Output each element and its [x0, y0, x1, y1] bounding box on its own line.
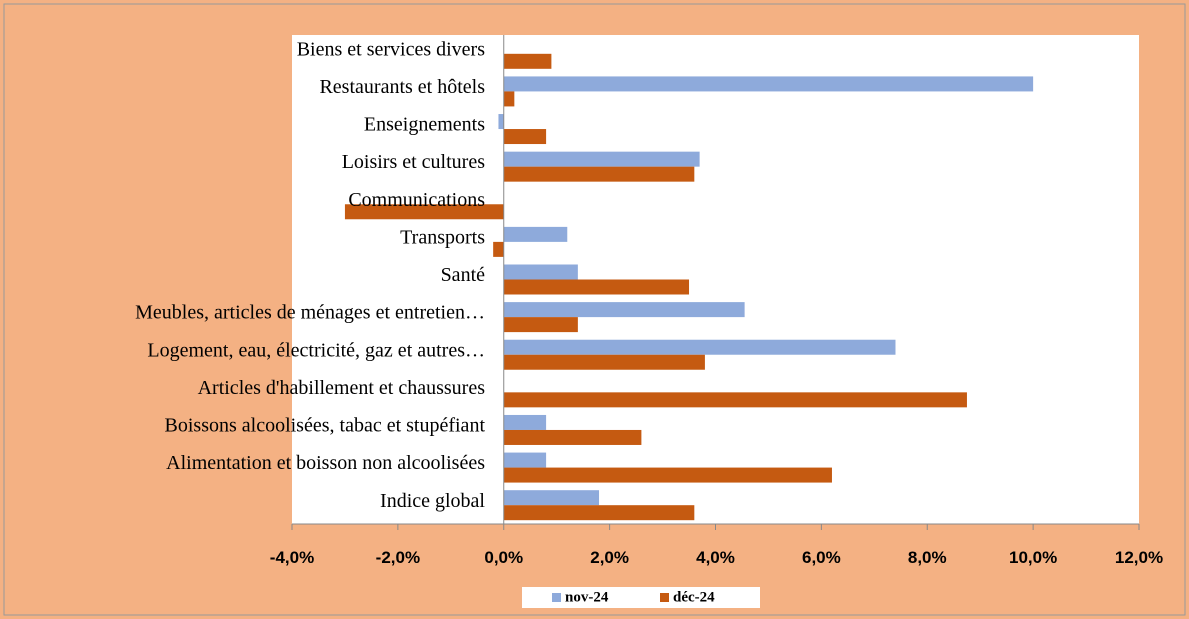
category-label: Biens et services divers	[297, 38, 485, 60]
category-label: Enseignements	[364, 114, 485, 136]
bar	[503, 76, 1034, 92]
bar	[503, 317, 578, 333]
bar	[503, 91, 515, 107]
bar	[503, 279, 690, 295]
bar	[503, 264, 578, 280]
bar	[503, 339, 896, 355]
bar	[503, 490, 600, 506]
bar	[493, 241, 504, 257]
x-tick-label: 0,0%	[484, 548, 523, 567]
x-tick-label: 10,0%	[1009, 548, 1057, 567]
bar	[344, 204, 504, 220]
bar	[503, 226, 568, 242]
bar	[503, 505, 695, 521]
bar	[503, 129, 547, 145]
category-label: Loisirs et cultures	[342, 151, 486, 173]
plot-area	[292, 35, 1139, 524]
legend-label: nov-24	[565, 589, 609, 605]
bar	[503, 53, 552, 69]
x-tick-label: 12,0%	[1115, 548, 1163, 567]
category-label: Meubles, articles de ménages et entretie…	[135, 302, 485, 324]
bar	[503, 429, 642, 445]
category-label: Articles d'habillement et chaussures	[198, 377, 486, 399]
category-label: Logement, eau, électricité, gaz et autre…	[147, 339, 485, 361]
x-tick-label: 6,0%	[802, 548, 841, 567]
legend-label: déc-24	[673, 589, 715, 605]
bar	[498, 114, 504, 130]
bar	[503, 452, 547, 468]
category-label: Alimentation et boisson non alcoolisées	[166, 452, 485, 474]
bar	[503, 354, 705, 370]
category-label: Santé	[441, 264, 486, 286]
x-tick-label: -4,0%	[270, 548, 314, 567]
bar	[503, 392, 967, 408]
category-label: Communications	[348, 189, 485, 211]
category-label: Boissons alcoolisées, tabac et stupéfian…	[165, 415, 486, 437]
legend-swatch	[660, 593, 669, 602]
category-label: Transports	[400, 226, 485, 248]
x-tick-label: 2,0%	[590, 548, 629, 567]
legend	[522, 587, 760, 608]
category-label: Restaurants et hôtels	[319, 76, 485, 98]
bar	[503, 467, 832, 483]
bar	[503, 302, 745, 318]
bar	[503, 414, 547, 430]
x-tick-label: -2,0%	[376, 548, 420, 567]
x-tick-label: 8,0%	[908, 548, 947, 567]
bar	[503, 151, 700, 167]
x-tick-label: 4,0%	[696, 548, 735, 567]
legend-swatch	[552, 593, 561, 602]
category-label: Indice global	[380, 490, 485, 512]
bar	[503, 166, 695, 182]
